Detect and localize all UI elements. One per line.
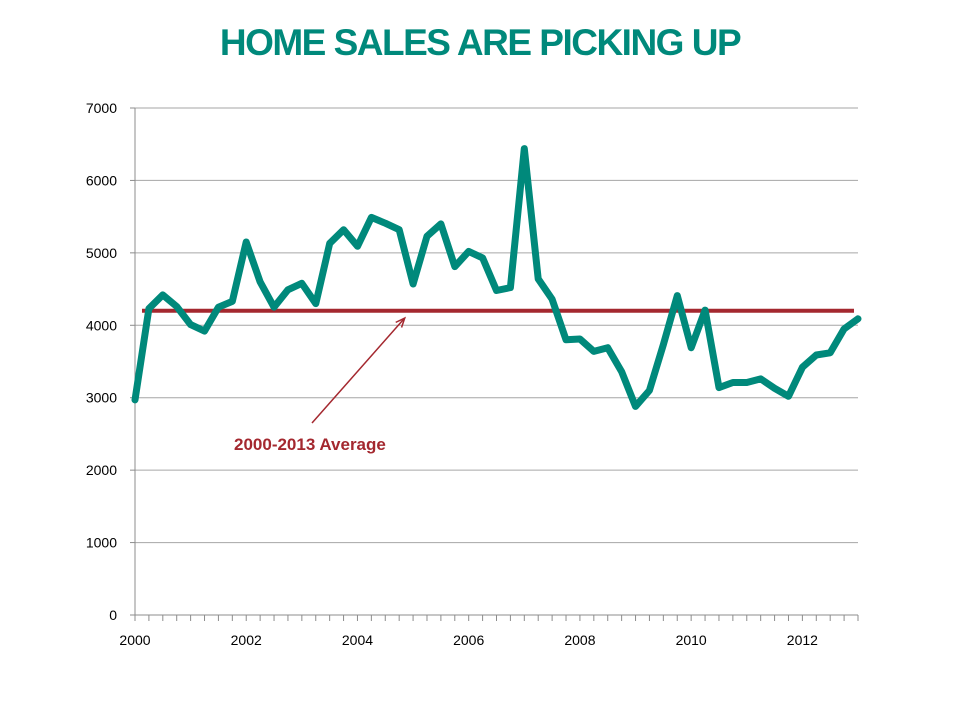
annotation-label: 2000-2013 Average: [234, 435, 386, 454]
x-tick-label: 2000: [119, 632, 150, 648]
annotation-group: 2000-2013 Average: [234, 316, 407, 454]
y-tick-labels: 0 1000 2000 3000 4000 5000 6000 7000: [86, 100, 117, 623]
series-line-home-sales: [131, 145, 862, 410]
y-tick-label: 4000: [86, 317, 117, 333]
x-tick-label: 2002: [231, 632, 262, 648]
y-tick-label: 3000: [86, 390, 117, 406]
annotation-arrow: [311, 317, 406, 424]
y-tick-label: 6000: [86, 172, 117, 188]
axes: [130, 107, 859, 621]
x-tick-labels: 2000 2002 2004 2006 2008 2010 2012: [119, 632, 818, 648]
series-group: [131, 145, 862, 410]
y-tick-label: 2000: [86, 462, 117, 478]
y-tick-label: 0: [109, 607, 117, 623]
y-tick-label: 7000: [86, 100, 117, 116]
gridlines: [135, 107, 858, 544]
annotation-arrowhead: [395, 316, 407, 328]
x-tick-label: 2010: [676, 632, 707, 648]
x-tick-label: 2006: [453, 632, 484, 648]
x-tick-label: 2008: [564, 632, 595, 648]
chart-title: HOME SALES ARE PICKING UP: [219, 22, 742, 63]
y-tick-label: 1000: [86, 535, 117, 551]
y-tick-label: 5000: [86, 245, 117, 261]
x-tick-label: 2004: [342, 632, 373, 648]
x-tick-label: 2012: [787, 632, 818, 648]
